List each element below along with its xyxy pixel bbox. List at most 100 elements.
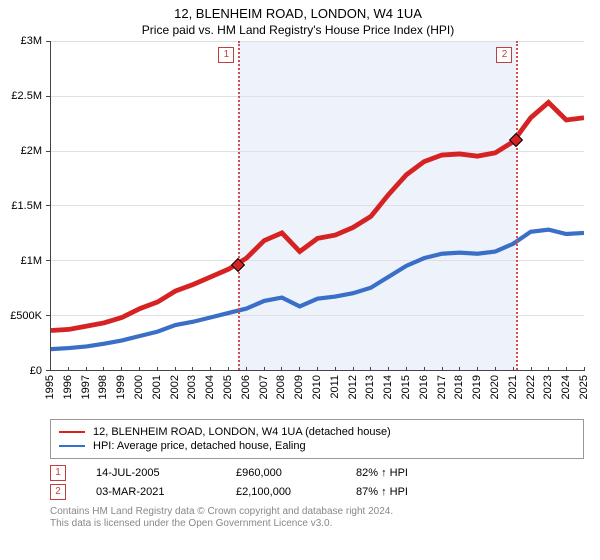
x-axis-label: 2014 [382,375,394,399]
x-axis-label: 2011 [329,375,341,399]
y-axis-label: £1M [21,255,42,267]
x-axis-label: 2004 [204,375,216,399]
line-canvas [51,41,584,370]
x-tick [50,367,51,371]
x-tick [477,367,478,371]
y-tick [46,205,51,206]
x-axis-label: 2002 [169,375,181,399]
x-axis-label: 2021 [507,375,519,399]
marker-row: 203-MAR-2021£2,100,00087% ↑ HPI [50,484,584,500]
x-axis-label: 2001 [151,375,163,399]
legend-row: 12, BLENHEIM ROAD, LONDON, W4 1UA (detac… [59,426,575,438]
x-axis-label: 1999 [115,375,127,399]
marker-price: £2,100,000 [236,486,326,498]
event-marker-line [516,41,518,370]
x-tick [370,367,371,371]
marker-pct: 82% ↑ HPI [356,467,446,479]
x-tick [228,367,229,371]
footer-line-1: Contains HM Land Registry data © Crown c… [50,506,584,519]
page-subtitle: Price paid vs. HM Land Registry's House … [6,23,590,37]
y-axis-label: £0 [30,365,42,377]
x-tick [459,367,460,371]
x-axis-label: 2006 [240,375,252,399]
x-tick [68,367,69,371]
plot-area: 12 [50,41,584,371]
y-tick [46,96,51,97]
x-tick [317,367,318,371]
x-tick [103,367,104,371]
x-axis-label: 2012 [347,375,359,399]
event-marker-line [238,41,240,370]
footer-note: Contains HM Land Registry data © Crown c… [50,506,584,531]
legend-label: 12, BLENHEIM ROAD, LONDON, W4 1UA (detac… [93,426,391,438]
x-axis-label: 1995 [44,375,56,399]
y-tick [46,260,51,261]
x-axis-labels: 1995199619971998199920002001200220032004… [50,371,584,417]
x-tick [192,367,193,371]
marker-table: 114-JUL-2005£960,00082% ↑ HPI203-MAR-202… [50,465,584,500]
marker-price: £960,000 [236,467,326,479]
x-axis-label: 2013 [364,375,376,399]
x-tick [157,367,158,371]
x-tick [335,367,336,371]
x-axis-label: 1997 [80,375,92,399]
x-axis-label: 1996 [62,375,74,399]
legend-label: HPI: Average price, detached house, Eali… [93,440,306,452]
legend-row: HPI: Average price, detached house, Eali… [59,440,575,452]
x-tick [531,367,532,371]
x-tick [210,367,211,371]
x-axis-label: 2025 [578,375,590,399]
legend-swatch [59,445,85,447]
chart-area: £0£500K£1M£1.5M£2M£2.5M£3M 12 [6,41,590,371]
x-axis-label: 2005 [222,375,234,399]
legend-swatch [59,431,85,433]
y-tick [46,315,51,316]
x-tick [264,367,265,371]
x-tick [246,367,247,371]
footer-line-2: This data is licensed under the Open Gov… [50,518,584,531]
x-axis-label: 2018 [453,375,465,399]
marker-id-badge: 1 [50,465,66,481]
x-tick [424,367,425,371]
event-marker-badge: 1 [218,47,234,63]
y-tick [46,151,51,152]
y-axis-labels: £0£500K£1M£1.5M£2M£2.5M£3M [6,41,46,371]
x-tick [513,367,514,371]
x-tick [353,367,354,371]
y-tick [46,41,51,42]
x-axis-label: 2009 [293,375,305,399]
marker-pct: 87% ↑ HPI [356,486,446,498]
y-axis-label: £2M [21,145,42,157]
y-axis-label: £500K [10,310,42,322]
x-tick [548,367,549,371]
x-axis-label: 2023 [542,375,554,399]
x-axis-label: 2022 [525,375,537,399]
x-tick [442,367,443,371]
series-price [51,102,584,330]
marker-date: 14-JUL-2005 [96,467,206,479]
x-tick [584,367,585,371]
y-axis-label: £2.5M [11,90,42,102]
x-tick [121,367,122,371]
event-marker-badge: 2 [496,47,512,63]
x-axis-label: 2016 [418,375,430,399]
x-axis-label: 1998 [97,375,109,399]
x-tick [566,367,567,371]
x-tick [388,367,389,371]
x-axis-label: 2000 [133,375,145,399]
marker-row: 1 14-JUL-2005 £960,000 82% ↑ HPI [50,465,584,481]
y-axis-label: £3M [21,35,42,47]
x-axis-label: 2019 [471,375,483,399]
x-tick [299,367,300,371]
x-tick [495,367,496,371]
marker-id-badge: 2 [50,484,66,500]
x-axis-label: 2015 [400,375,412,399]
y-axis-label: £1.5M [11,200,42,212]
x-axis-label: 2003 [186,375,198,399]
x-tick [175,367,176,371]
x-axis-label: 2010 [311,375,323,399]
series-hpi [51,230,584,350]
legend-box: 12, BLENHEIM ROAD, LONDON, W4 1UA (detac… [50,419,584,459]
x-axis-label: 2007 [258,375,270,399]
x-tick [281,367,282,371]
